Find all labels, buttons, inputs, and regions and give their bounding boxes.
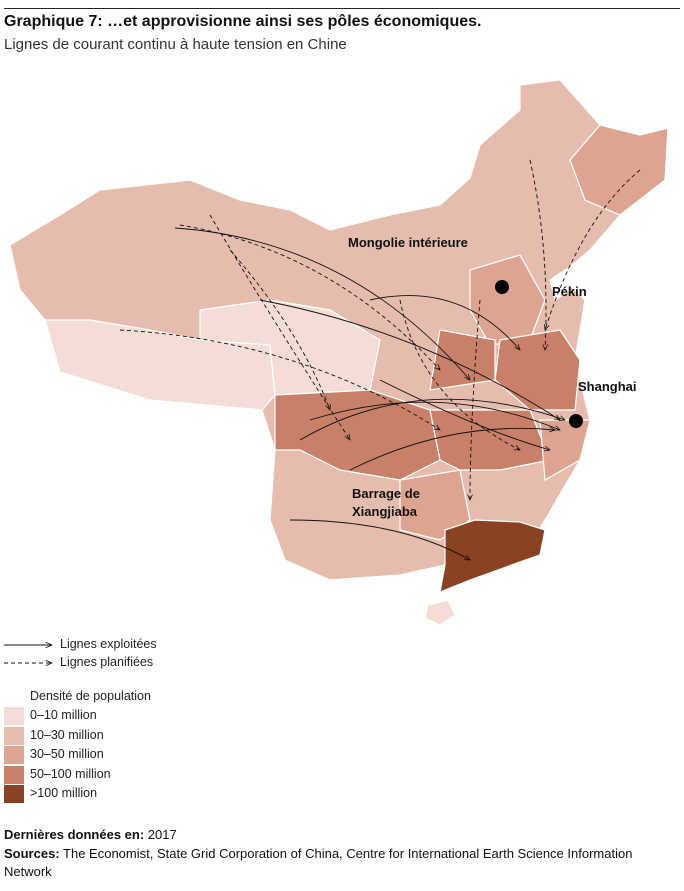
legend-swatch [4,726,24,745]
legend-label: Lignes planifiées [60,655,154,669]
legend-swatch [4,707,24,725]
legend-swatch [4,746,24,764]
city-dot [569,414,583,428]
city-dot [495,280,509,294]
footer-sources: Sources: The Economist, State Grid Corpo… [4,845,680,881]
legend-label: 50–100 million [30,766,111,781]
legend-swatch [4,765,24,784]
planned-lines [119,159,641,500]
provinces [9,79,669,626]
map-label: Barrage de [352,486,420,501]
sources: The Economist, State Grid Corporation of… [4,846,633,879]
legend-label: 10–30 million [30,727,104,742]
top-rule [4,8,680,9]
title: Graphique 7: …et approvisionne ainsi ses… [4,13,482,30]
map-label: Pékin [552,284,587,299]
footer-date: Dernières données en: 2017 [4,826,680,844]
legend-label: >100 million [30,786,98,800]
sources-label: Sources: [4,846,60,861]
map-label: Xiangjiaba [352,504,418,519]
map-label: Shanghai [578,379,637,394]
legend-swatch [4,785,24,803]
map-label: Mongolie intérieure [348,235,468,250]
date: 2017 [147,827,177,842]
legend-label: 0–10 million [30,708,97,722]
date-label: Dernières données en: [4,827,145,842]
subtitle: Lignes de courant continu à haute tensio… [4,36,347,53]
legend-title: Densité de population [30,689,151,703]
legend-label: Lignes exploitées [60,637,157,651]
legend-label: 30–50 million [30,747,104,761]
